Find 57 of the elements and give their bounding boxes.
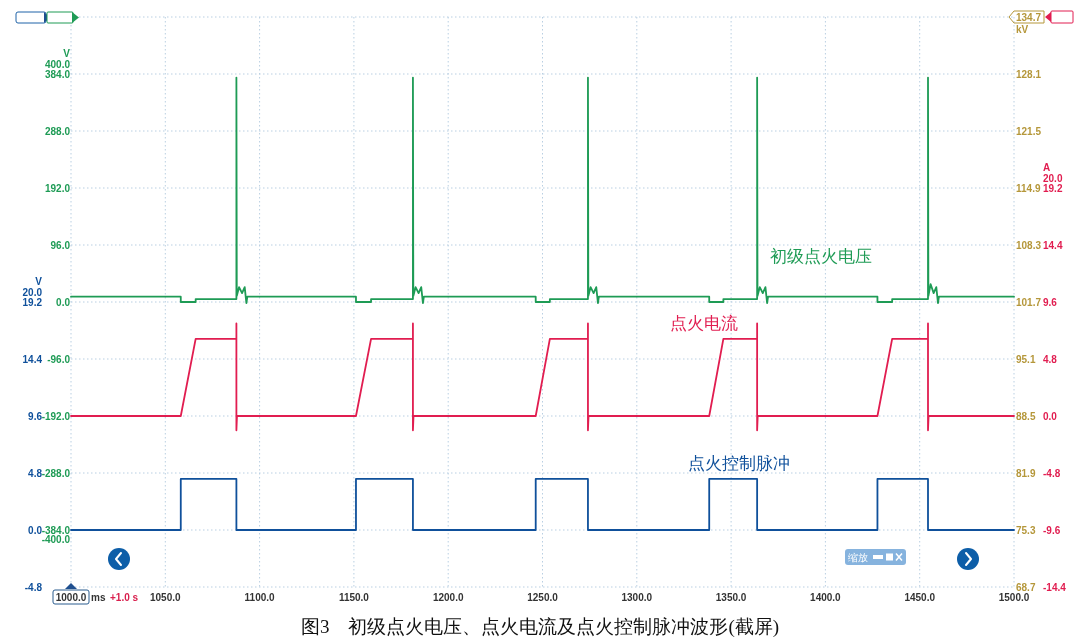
y2-tick-label: 14.4 xyxy=(1043,239,1063,251)
y3-tick-label: 20.0 xyxy=(22,287,42,298)
y3-tick-label: 4.8 xyxy=(28,467,42,479)
y-tick-label: 288.0 xyxy=(44,125,70,137)
annotation: 68.7 xyxy=(1016,581,1036,593)
y-tick-label: 192.0 xyxy=(44,182,70,194)
y3-tick-label: 0.0 xyxy=(28,524,42,536)
annotation: 114.9 xyxy=(1016,182,1041,194)
y2-axis-title: A xyxy=(1043,162,1051,173)
y-tick-label: -192.0 xyxy=(41,410,70,422)
y2-tick-label: 0.0 xyxy=(1043,410,1057,422)
annotation: 128.1 xyxy=(1016,68,1042,80)
annotation: 101.7 xyxy=(1016,296,1042,308)
x-tick-label: 1300.0 xyxy=(621,591,653,603)
annotation: 图3 初级点火电压、点火电流及点火控制脉冲波形(截屏) xyxy=(300,615,780,637)
y-tick-label: -96.0 xyxy=(47,353,70,365)
annotation: +1.0 s xyxy=(110,591,139,603)
x-tick-label: 1450.0 xyxy=(904,591,935,603)
x-tick-label: 1500.0 xyxy=(998,591,1030,603)
annotation: 81.9 xyxy=(1016,467,1036,479)
y3-tick-label: 9.6 xyxy=(28,410,42,422)
y-tick-label: -400.0 xyxy=(41,534,70,545)
annotation: 缩放 xyxy=(848,551,868,563)
y2-tick-label: -9.6 xyxy=(1043,524,1061,536)
annotation: 108.3 xyxy=(1016,239,1042,251)
y3-axis-title: V xyxy=(35,276,42,287)
y2-tick-label: -14.4 xyxy=(1043,581,1066,593)
y3-tick-label: 19.2 xyxy=(22,296,42,308)
x-tick-label: 1350.0 xyxy=(715,591,747,603)
y-tick-label: 384.0 xyxy=(44,68,70,80)
y-tick-label: -288.0 xyxy=(41,467,70,479)
y2-tick-label: 9.6 xyxy=(1043,296,1057,308)
x-tick-label: 1000.0 xyxy=(55,591,87,603)
y3-tick-label: 14.4 xyxy=(22,353,42,365)
annotation: 95.1 xyxy=(1016,353,1036,365)
x-tick-label: 1150.0 xyxy=(338,591,369,603)
annotation: 121.5 xyxy=(1016,125,1042,137)
annotation: 75.3 xyxy=(1016,524,1036,536)
y-tick-label: -384.0 xyxy=(41,524,70,536)
x-tick-label: 1050.0 xyxy=(150,591,181,603)
x-tick-label: 1250.0 xyxy=(527,591,558,603)
y2-tick-label: 19.2 xyxy=(1043,182,1063,194)
x-axis-title: ms xyxy=(91,591,106,603)
y2-tick-label: 4.8 xyxy=(1043,353,1057,365)
annotation: 88.5 xyxy=(1016,410,1036,422)
x-tick-label: 1100.0 xyxy=(244,591,275,603)
x-tick-label: 1400.0 xyxy=(810,591,841,603)
annotation: kV xyxy=(1016,23,1029,35)
y2-tick-label: 20.0 xyxy=(1043,173,1063,184)
annotation: 134.7 xyxy=(1016,11,1042,23)
y-axis-title: V xyxy=(63,48,70,59)
y-tick-label: 96.0 xyxy=(50,239,70,251)
x-tick-label: 1200.0 xyxy=(432,591,464,603)
y-tick-label: 400.0 xyxy=(44,59,70,70)
y2-tick-label: -4.8 xyxy=(1043,467,1061,479)
y3-tick-label: -4.8 xyxy=(24,581,42,593)
y-tick-label: 0.0 xyxy=(56,296,70,308)
